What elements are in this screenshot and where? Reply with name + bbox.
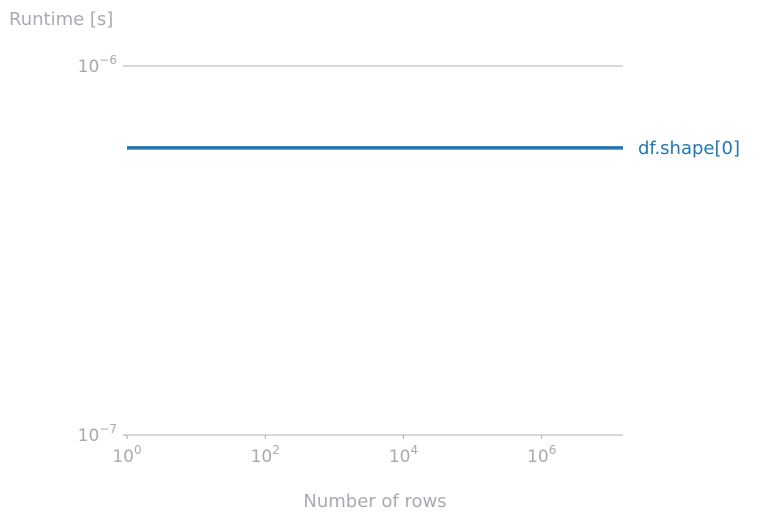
x-tick-label: 102 (251, 443, 280, 467)
grid-layer (127, 65, 623, 436)
x-tick-label: 104 (389, 443, 418, 467)
series-layer: df.shape[0] (127, 138, 740, 159)
x-tick-label: 100 (112, 443, 141, 467)
y-tick-label: 10−6 (78, 53, 117, 77)
y-tick-label: 10−7 (78, 422, 117, 446)
x-axis-label: Number of rows (303, 491, 446, 512)
series-label: df.shape[0] (638, 138, 740, 159)
y-axis-label: Runtime [s] (9, 9, 113, 30)
x-tick-label: 106 (527, 443, 556, 467)
